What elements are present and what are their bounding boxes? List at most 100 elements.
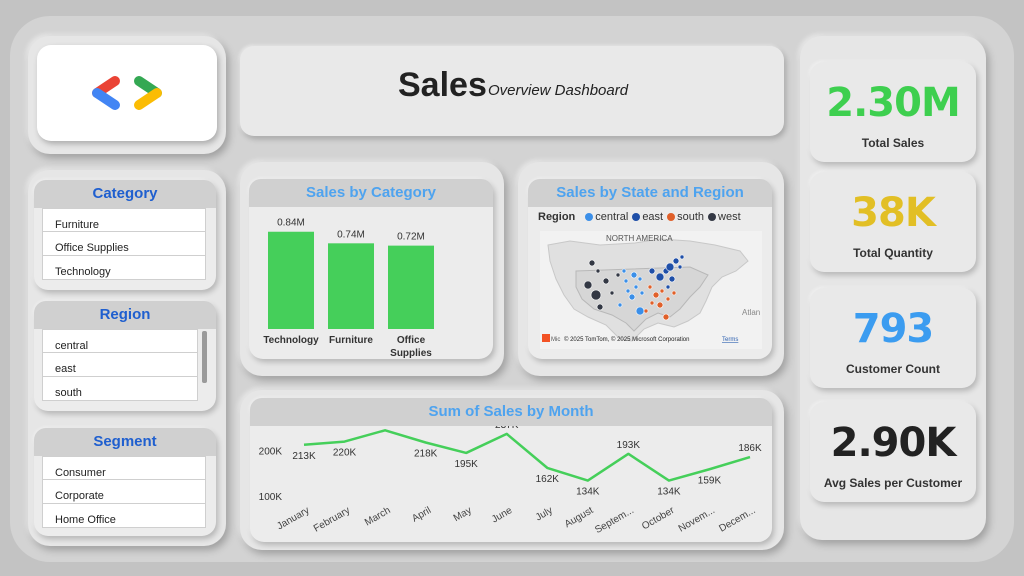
map-title: Sales by State and Region [528,179,772,207]
logo-card [37,45,217,141]
map-state-dot [652,291,660,299]
usa-outline [575,266,709,332]
segment-slicer-item[interactable]: Home Office [42,504,206,528]
region-slicer-item[interactable]: east [42,353,198,377]
logo-panel [28,36,226,154]
line-data-label: 220K [333,448,357,459]
line-data-label: 195K [455,459,479,470]
map-panel: Sales by State and Region Region central e… [518,162,784,376]
category-slicer-item[interactable]: Office Supplies [42,232,206,256]
kpi-value: 38K [851,190,936,236]
legend-dot-east [632,213,641,221]
map-state-dot [671,290,677,296]
map-state-dot [649,300,655,306]
bar-category-label: Technology [263,335,319,346]
map-state-dot [655,272,665,282]
kpi-card: 2.90K Avg Sales per Customer [810,402,976,502]
map-state-dot [679,254,685,260]
line-data-label: 186K [738,443,762,454]
kpi-label: Avg Sales per Customer [823,476,963,490]
map-legend: Region central east south west [538,211,741,223]
sales-by-state-map[interactable]: NORTH AMERICA Atlan Mic © 2025 TomTom, ©… [540,231,762,349]
kpi-label: Total Sales [861,136,925,150]
segment-slicer: Segment Consumer Corporate Home Office [34,428,216,536]
segment-slicer-item[interactable]: Corporate [42,480,206,504]
line-data-label: 245K [373,426,397,427]
legend-label-east: east [642,211,664,223]
category-chart-title: Sales by Category [249,179,493,207]
category-slicer-item[interactable]: Technology [42,256,206,280]
legend-dot-south [667,213,676,221]
x-tick-label: Novem... [677,505,717,535]
legend-label-south: south [677,211,705,223]
line-data-label: 218K [414,449,438,460]
map-state-dot [630,271,638,279]
segment-slicer-item[interactable]: Consumer [42,456,206,480]
bar-category-label: Office [397,335,426,346]
map-state-dot [647,284,653,290]
segment-slicer-list: Consumer Corporate Home Office [42,456,206,528]
map-state-dot [628,293,636,301]
category-chart-card: Sales by Category 0.84M Technology 0.74M Fu… [249,179,493,359]
bar-furniture [328,243,374,329]
x-tick-label: Septem... [593,505,636,536]
category-slicer-item[interactable]: Furniture [42,208,206,232]
region-slicer-scrollbar[interactable] [202,331,207,383]
category-slicer-title: Category [34,180,216,208]
category-chart-panel: Sales by Category 0.84M Technology 0.74M Fu… [240,162,504,376]
title-panel: Sales Overview Dashboard [240,46,784,136]
map-state-dot [665,284,671,290]
kpi-card: 793 Customer Count [810,288,976,388]
kpi-value: 2.90K [830,420,957,466]
map-card: Sales by State and Region Region central e… [528,179,772,359]
category-slicer-list: Furniture Office Supplies Technology [42,208,206,280]
map-state-dot [665,296,671,302]
map-region-label: NORTH AMERICA [606,234,673,243]
kpi-card: 38K Total Quantity [810,172,976,272]
kpi-value: 2.30M [826,80,961,126]
bar-data-label: 0.84M [277,218,305,229]
line-data-label: 159K [698,475,722,486]
line-data-label: 237K [495,426,519,431]
region-slicer-title: Region [34,301,216,329]
kpi-label: Customer Count [846,362,940,376]
sales-by-month-chart: 200K 100K 213K January 220K February 245K March… [259,426,762,536]
x-tick-label: March [363,505,393,528]
kpi-card: 2.30M Total Sales [810,62,976,162]
x-tick-label: June [490,505,515,526]
map-state-dot [596,303,604,311]
map-state-dot [672,257,680,265]
legend-label-west: west [718,211,741,223]
map-state-dot [590,289,602,301]
legend-label-central: central [595,211,629,223]
sales-line [303,429,751,482]
map-state-dot [639,290,645,296]
category-slicer: Category Furniture Office Supplies Technol… [34,180,216,290]
map-state-dot [602,277,610,285]
line-data-label: 193K [617,440,641,451]
map-state-dot [677,264,683,270]
map-brand-label: Mic [551,337,560,343]
map-state-dot [668,275,676,283]
map-state-dot [588,259,596,267]
kpi-label: Total Quantity [853,246,933,260]
bar-office-supplies [388,245,434,329]
sales-by-category-chart: 0.84M Technology 0.74M Furniture 0.72M Office… [263,218,434,359]
region-slicer-item[interactable]: south [42,377,198,401]
bar-category-label: Furniture [329,335,373,346]
map-state-dot [659,288,665,294]
map-state-dot [637,276,643,282]
legend-dot-west [708,213,717,221]
segment-slicer-title: Segment [34,428,216,456]
line-data-label: 134K [657,487,681,498]
month-chart-panel: Sum of Sales by Month 200K 100K 213K Januar… [240,390,784,550]
map-state-dot [621,268,627,274]
map-state-dot [595,268,601,274]
map-state-dot [635,306,645,316]
x-tick-label: October [640,505,677,533]
x-tick-label: February [312,505,352,535]
page-subtitle: Overview Dashboard [488,82,629,99]
map-ocean-label: Atlan [742,308,760,317]
map-state-dot [648,267,656,275]
region-slicer-item[interactable]: central [42,329,198,353]
